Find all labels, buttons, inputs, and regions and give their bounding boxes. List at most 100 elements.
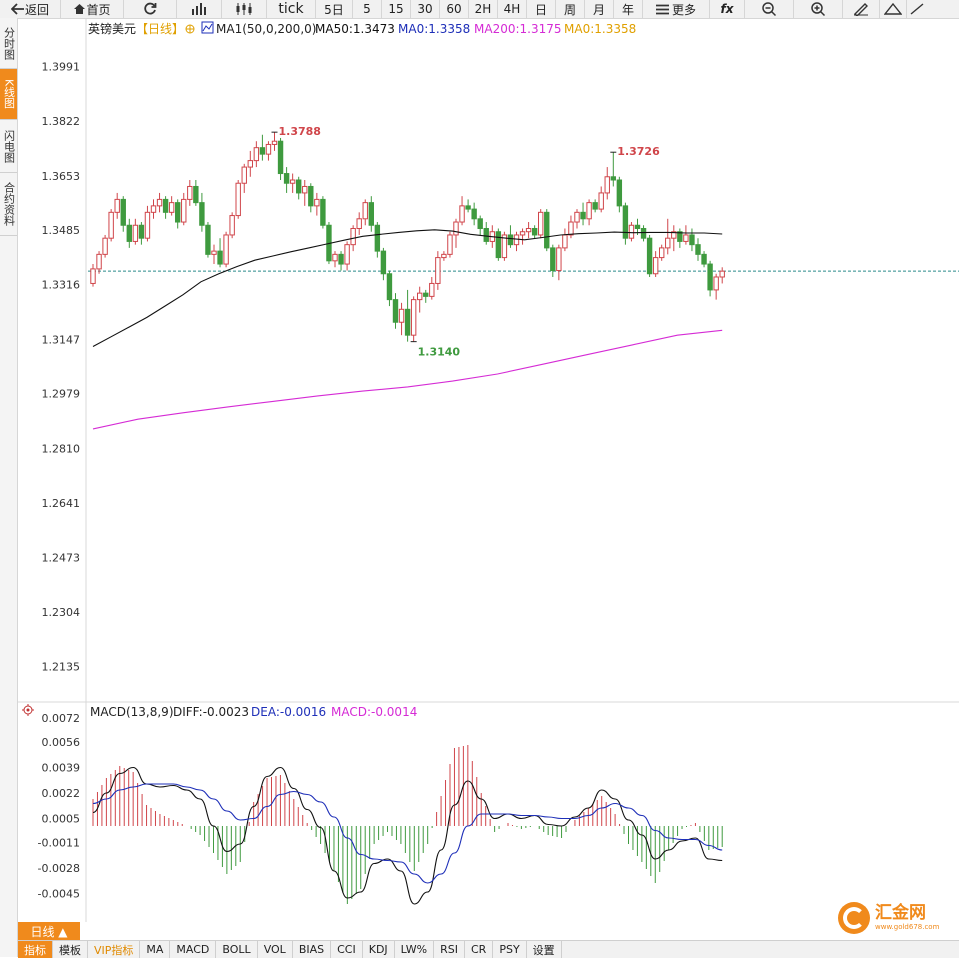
draw-line-button[interactable] [907, 0, 927, 18]
candle-body [132, 224, 139, 242]
candle-body [193, 185, 199, 204]
indicator-tab-cr[interactable]: CR [465, 941, 494, 958]
candle [108, 209, 114, 242]
add-indicator-icon[interactable] [185, 24, 195, 34]
indicator-tab-14[interactable]: 设置 [527, 941, 562, 958]
zoom-in-button[interactable] [794, 0, 843, 18]
indicator-chart-button[interactable] [177, 0, 222, 18]
indicator-tab-0[interactable]: 指标 [18, 941, 53, 958]
logo-mark-icon [838, 902, 870, 934]
candle-body [453, 221, 459, 236]
candle [308, 183, 314, 213]
indicator-tab-bias[interactable]: BIAS [293, 941, 332, 958]
candle-body [320, 198, 326, 226]
ma50-line [92, 229, 723, 347]
indicator-tab-ma[interactable]: MA [140, 941, 171, 958]
period-5d-button[interactable]: 5日 [316, 0, 353, 18]
indicator-tab-lw[interactable]: LW% [395, 941, 435, 958]
period-week-button[interactable]: 周 [556, 0, 585, 18]
candle [586, 199, 592, 226]
draw-pen-button[interactable] [843, 0, 880, 18]
ma-settings-icon[interactable] [201, 21, 214, 34]
indicator-tab-1[interactable]: 模板 [53, 941, 88, 958]
candle [338, 251, 344, 271]
candle-body [447, 234, 453, 255]
candle [719, 267, 725, 284]
candle-body [386, 273, 393, 301]
price-tick-label: 1.2979 [42, 388, 81, 401]
candle-body [519, 231, 526, 236]
indicator-tab-psy[interactable]: PSY [493, 941, 527, 958]
candle [556, 244, 562, 281]
candle [259, 134, 266, 161]
period-4h-button[interactable]: 4H [498, 0, 527, 18]
candle-body [507, 234, 514, 246]
macd-tick-label: -0.0045 [38, 888, 80, 901]
tab-intraday[interactable]: 分时图 [0, 18, 17, 69]
candle [332, 251, 338, 268]
candle-body [120, 198, 126, 226]
candle-body [713, 276, 719, 291]
candle-body [308, 185, 314, 207]
candle [501, 231, 508, 261]
refresh-button[interactable] [124, 0, 177, 18]
candle [671, 225, 677, 252]
indicator-tab-boll[interactable]: BOLL [216, 941, 258, 958]
period-select-button[interactable]: 日线 ▲ [18, 922, 80, 940]
candle [181, 192, 187, 226]
period-year-button[interactable]: 年 [614, 0, 643, 18]
candle [132, 218, 139, 245]
candle [640, 225, 647, 242]
draw-triangle-button[interactable] [880, 0, 907, 18]
candle-body [96, 253, 102, 270]
candle [652, 251, 659, 277]
zoom-out-button[interactable] [745, 0, 794, 18]
price-tick-label: 1.2810 [42, 442, 81, 455]
candle [96, 251, 102, 274]
more-button[interactable]: 更多 [643, 0, 710, 18]
home-button[interactable]: 首页 [61, 0, 124, 18]
tick-button[interactable]: tick [267, 0, 316, 18]
indicator-tab-rsi[interactable]: RSI [434, 941, 465, 958]
macd-settings-icon[interactable] [22, 704, 34, 716]
candle-body [114, 198, 120, 213]
candle-body [665, 237, 671, 249]
candle-body [441, 253, 447, 259]
period-day-button[interactable]: 日 [527, 0, 556, 18]
period-60m-button[interactable]: 60 [440, 0, 469, 18]
candle [398, 302, 405, 336]
candle-body [592, 202, 598, 210]
formula-button[interactable]: fx [710, 0, 745, 18]
macd-diff-label: DIFF:-0.0023 [173, 705, 249, 719]
price-tick-label: 1.3822 [42, 115, 81, 128]
indicator-tab-kdj[interactable]: KDJ [363, 941, 395, 958]
tab-kline[interactable]: K线图 [0, 69, 17, 120]
candle-body [150, 205, 157, 213]
back-button[interactable]: 返回 [0, 0, 61, 18]
period-month-button[interactable]: 月 [585, 0, 614, 18]
period-2h-button[interactable]: 2H [469, 0, 498, 18]
candle-body [205, 224, 211, 255]
indicator-tab-vol[interactable]: VOL [258, 941, 293, 958]
candle [610, 152, 616, 187]
candle-body [586, 202, 592, 220]
candlestick-button[interactable] [222, 0, 267, 18]
period-5m-button[interactable]: 5 [353, 0, 382, 18]
candle [417, 286, 423, 313]
macd-axis: 0.0072 0.0056 0.0039 0.0022 0.0005 -0.0011 -0.… [38, 712, 80, 901]
candle-body [695, 244, 701, 255]
period-15m-button[interactable]: 15 [382, 0, 411, 18]
tab-flash-chart[interactable]: 闪电图 [0, 120, 17, 173]
indicator-tab-cci[interactable]: CCI [331, 941, 363, 958]
chart-canvas[interactable]: 1.3991 1.3822 1.3653 1.3485 1.3316 1.3147 1.29… [18, 19, 959, 922]
indicator-tab-macd[interactable]: MACD [170, 941, 217, 958]
candle-body [628, 224, 635, 239]
candle-body [683, 234, 689, 242]
candle [344, 241, 350, 271]
tab-contract-info[interactable]: 合约资料 [0, 173, 17, 236]
period-30m-button[interactable]: 30 [411, 0, 440, 18]
candle [580, 202, 586, 226]
indicator-tab-vip[interactable]: VIP指标 [88, 941, 141, 958]
candle [598, 186, 604, 213]
candle [187, 180, 193, 206]
